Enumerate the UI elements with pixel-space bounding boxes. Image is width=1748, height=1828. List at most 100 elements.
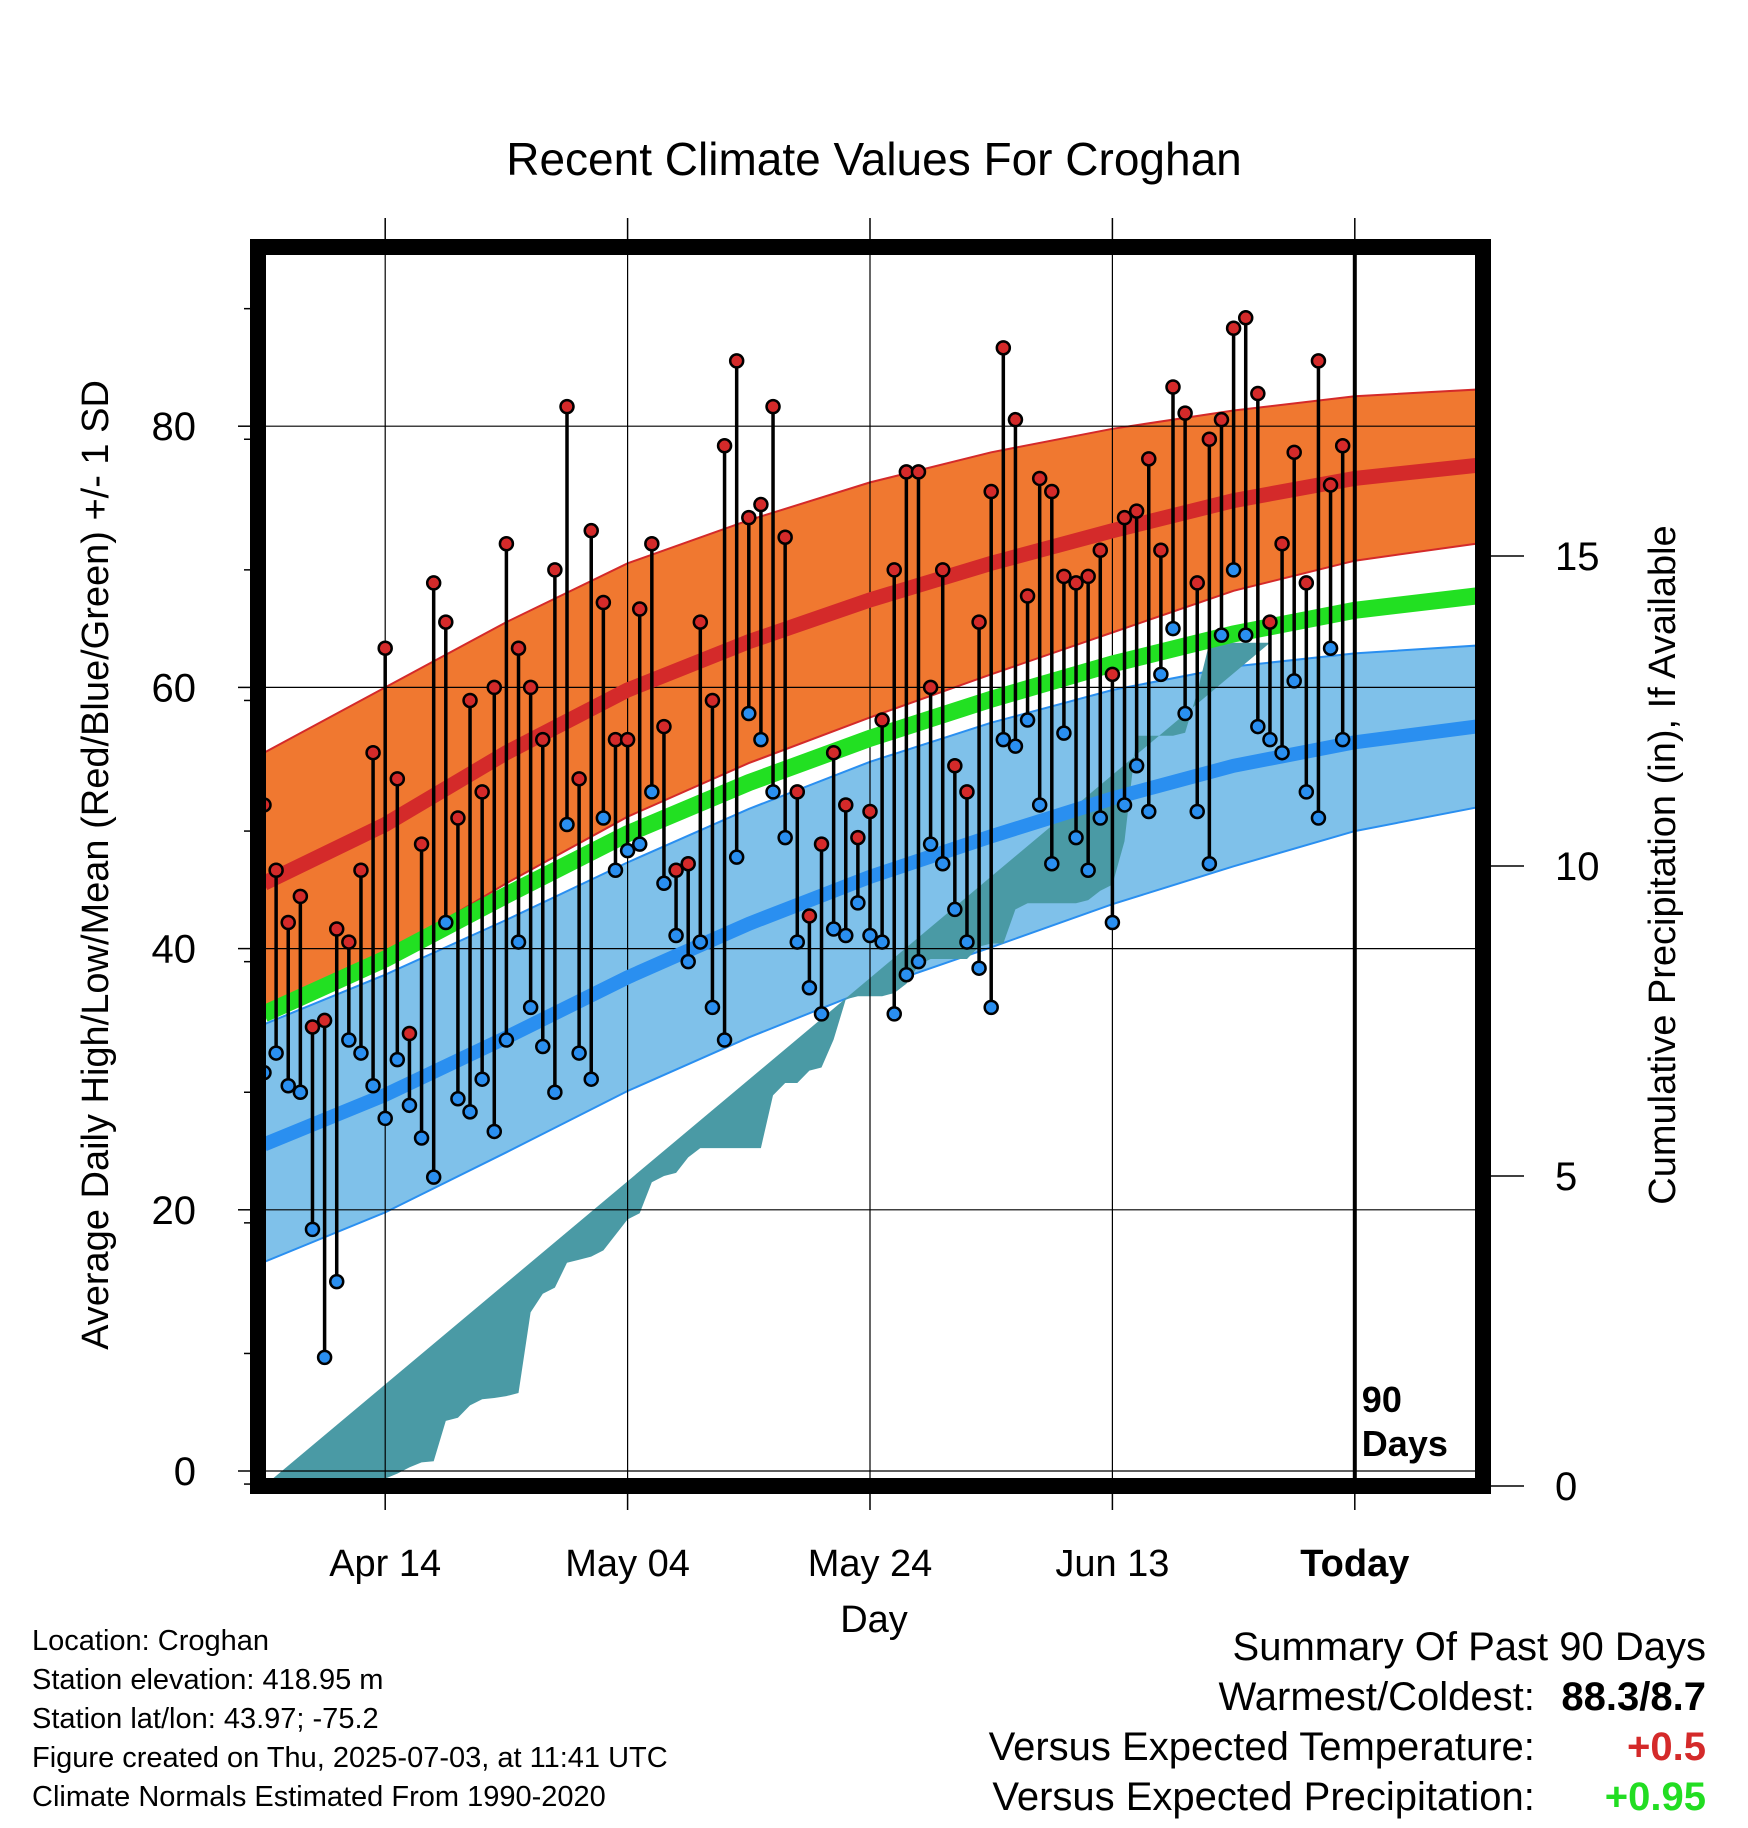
today-days-label: Days <box>1362 1423 1448 1464</box>
high-point <box>1031 470 1048 487</box>
high-point <box>631 601 648 617</box>
low-point <box>341 1032 357 1048</box>
high-point <box>268 862 284 878</box>
low-point <box>1044 855 1060 872</box>
low-point <box>268 1045 284 1061</box>
high-point <box>547 562 563 578</box>
low-point <box>486 1123 503 1140</box>
low-point <box>704 999 721 1016</box>
high-point <box>777 529 793 545</box>
low-point <box>1237 627 1254 643</box>
low-point <box>668 927 684 944</box>
low-point <box>389 1051 406 1068</box>
high-point <box>1056 568 1072 585</box>
low-point <box>365 1077 381 1094</box>
high-point <box>644 535 660 552</box>
high-point <box>474 784 490 800</box>
location-text: Location: Croghan <box>32 1625 269 1657</box>
high-point <box>1165 379 1181 395</box>
low-point <box>1250 718 1266 735</box>
y-tick-label: 20 <box>152 1189 197 1233</box>
high-point <box>1274 535 1290 552</box>
low-point <box>1019 712 1036 728</box>
low-point <box>947 901 963 918</box>
low-point <box>292 1084 309 1101</box>
high-point <box>280 914 296 931</box>
y-tick-label: 80 <box>152 405 197 449</box>
high-point <box>765 398 781 415</box>
high-point <box>680 855 696 872</box>
high-normal-line <box>260 457 1477 891</box>
high-point <box>510 640 527 656</box>
high-point <box>522 679 539 696</box>
high-point <box>934 562 951 578</box>
low-point <box>1322 640 1339 656</box>
low-point <box>1298 784 1315 800</box>
low-point <box>450 1091 466 1107</box>
low-point <box>680 953 696 970</box>
high-point <box>1044 483 1060 500</box>
low-point <box>498 1032 515 1048</box>
low-point <box>886 1006 902 1022</box>
y2-tick-label: 5 <box>1555 1155 1577 1199</box>
high-point <box>874 712 890 728</box>
high-point <box>1141 451 1157 467</box>
x-axis-label: Day <box>840 1599 908 1641</box>
y-tick-label: 0 <box>174 1450 196 1494</box>
low-point <box>995 731 1012 748</box>
low-point <box>1104 914 1121 931</box>
high-point <box>838 797 854 813</box>
high-point <box>1128 503 1145 519</box>
high-point <box>801 908 818 924</box>
high-point <box>1286 444 1302 461</box>
low-point <box>1141 803 1157 820</box>
high-point <box>1116 509 1133 526</box>
high-point <box>1322 477 1339 493</box>
low-point <box>1080 862 1096 878</box>
precipitation-area <box>264 642 1270 1486</box>
high-point <box>1092 542 1109 559</box>
low-point <box>741 705 757 722</box>
y-axis-label: Average Daily High/Low/Mean (Red/Blue/Gr… <box>75 380 117 1350</box>
warmest-row: Warmest/Coldest: 88.3/8.7 <box>989 1672 1707 1722</box>
high-point <box>862 803 878 820</box>
high-point <box>995 340 1012 356</box>
low-point <box>559 816 575 833</box>
high-point <box>668 862 684 878</box>
low-point <box>1068 829 1084 846</box>
low-point <box>765 784 781 800</box>
low-point <box>595 810 612 826</box>
high-point <box>692 614 709 630</box>
low-point <box>862 927 878 944</box>
low-point <box>1262 731 1278 748</box>
high-point <box>704 692 721 709</box>
low-point <box>413 1130 430 1146</box>
high-point <box>1213 411 1230 428</box>
high-point <box>922 679 939 696</box>
high-point <box>825 744 842 761</box>
low-point <box>522 999 539 1016</box>
high-point <box>304 1019 321 1035</box>
high-point <box>728 353 745 369</box>
summary-panel: Summary Of Past 90 Days Warmest/Coldest:… <box>989 1622 1706 1822</box>
low-point <box>644 784 660 800</box>
low-point <box>510 934 527 950</box>
low-point <box>1274 744 1290 761</box>
low-point <box>983 999 999 1016</box>
low-point <box>1177 705 1193 722</box>
high-point <box>401 1025 418 1042</box>
high-point <box>583 522 599 539</box>
low-point <box>1092 810 1109 826</box>
low-point <box>1031 797 1048 813</box>
low-point <box>692 934 709 950</box>
y2-axis-label: Cumulative Precipitation (in), If Availa… <box>1642 525 1684 1204</box>
low-point <box>910 953 927 970</box>
high-point <box>462 692 478 709</box>
y-tick-label: 40 <box>152 928 197 972</box>
high-point <box>1068 575 1084 591</box>
high-point <box>619 731 636 748</box>
x-tick-label: May 24 <box>808 1543 933 1585</box>
high-point <box>292 888 309 905</box>
